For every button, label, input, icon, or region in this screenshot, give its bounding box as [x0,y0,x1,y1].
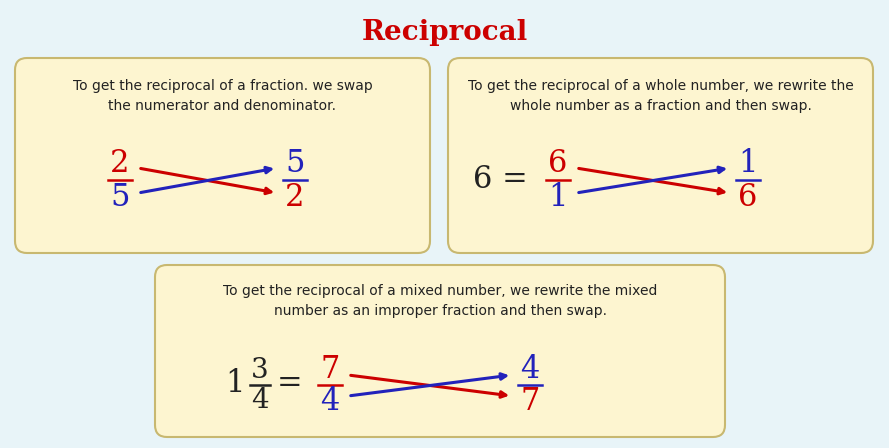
Text: To get the reciprocal of a mixed number, we rewrite the mixed: To get the reciprocal of a mixed number,… [223,284,657,298]
Text: 5: 5 [285,147,305,178]
FancyBboxPatch shape [448,58,873,253]
Text: 1: 1 [225,367,244,399]
Text: 7: 7 [320,354,340,385]
Text: 1: 1 [549,182,568,214]
Text: 4: 4 [252,388,268,414]
Text: the numerator and denominator.: the numerator and denominator. [108,99,337,113]
Text: 3: 3 [252,357,268,383]
Text: 1: 1 [738,147,757,178]
Text: 5: 5 [110,182,130,214]
Text: 6: 6 [549,147,568,178]
Text: whole number as a fraction and then swap.: whole number as a fraction and then swap… [509,99,812,113]
Text: number as an improper fraction and then swap.: number as an improper fraction and then … [274,304,606,318]
FancyBboxPatch shape [155,265,725,437]
Text: 4: 4 [520,354,540,385]
Text: 2: 2 [110,147,130,178]
Text: 7: 7 [520,385,540,417]
Text: Reciprocal: Reciprocal [361,18,528,46]
Text: To get the reciprocal of a whole number, we rewrite the: To get the reciprocal of a whole number,… [468,79,853,93]
Text: 6: 6 [738,182,757,214]
Text: 4: 4 [320,385,340,417]
Text: 2: 2 [285,182,305,214]
FancyBboxPatch shape [15,58,430,253]
Text: =: = [277,367,303,399]
Text: 6 =: 6 = [473,164,527,195]
Text: To get the reciprocal of a fraction. we swap: To get the reciprocal of a fraction. we … [73,79,372,93]
